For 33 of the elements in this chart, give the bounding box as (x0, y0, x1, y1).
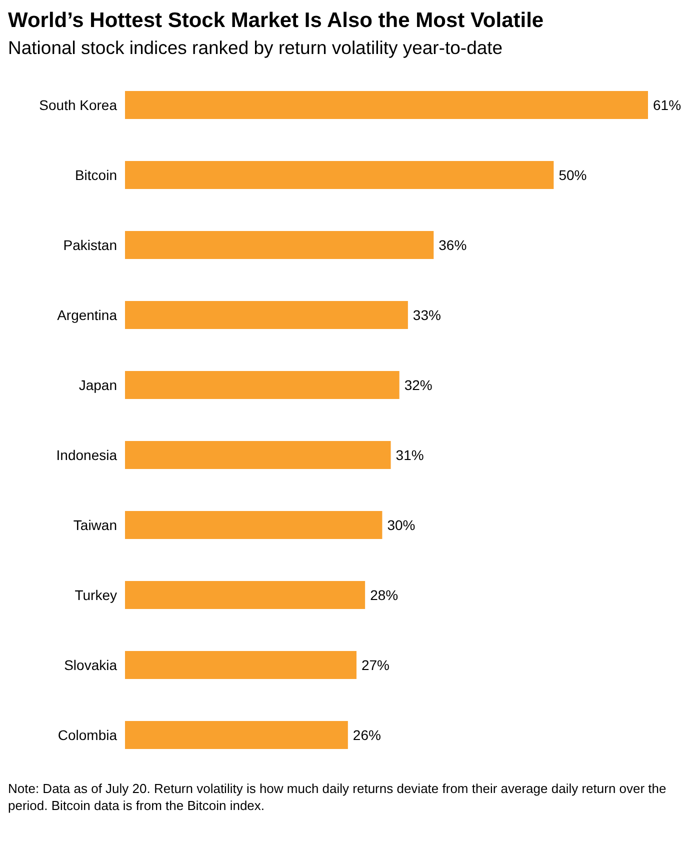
bar (125, 301, 408, 329)
data-label: 28% (370, 586, 398, 603)
y-tick-label: Pakistan (63, 236, 117, 253)
bar (125, 231, 434, 259)
chart-subtitle: National stock indices ranked by return volatility year-to-date (8, 36, 504, 60)
bar (125, 721, 348, 749)
y-tick-label: Bitcoin (74, 166, 117, 183)
y-tick-label: Slovakia (64, 656, 118, 673)
data-label: 26% (352, 726, 381, 743)
text: Note: Data as of July 20. Return volatility is how much daily returns deviate from their average daily return over the period. Bitcoin data is from the Bitcoin index. (8, 780, 668, 814)
data-label: 33% (412, 306, 441, 323)
data-label: 36% (438, 236, 467, 253)
bar (125, 651, 356, 679)
y-tick-label: Turkey (74, 586, 117, 603)
data-label: 32% (404, 376, 432, 393)
y-tick-label: Argentina (57, 306, 118, 323)
y-tick-label: Japan (78, 376, 117, 393)
data-label: 31% (396, 446, 424, 463)
bar (125, 371, 400, 399)
chart-title: World’s Hottest Stock Market Is Also the Most Volatile (8, 8, 545, 34)
data-label: 50% (558, 166, 587, 183)
y-tick-label: South Korea (39, 96, 118, 113)
bar (125, 511, 382, 539)
data-label: 61% (653, 96, 682, 113)
bar (125, 441, 391, 469)
bar (125, 581, 366, 609)
y-tick-label: Colombia (58, 726, 118, 743)
y-tick-label: Indonesia (56, 446, 118, 463)
bar (125, 91, 648, 119)
data-label: 27% (361, 656, 390, 673)
y-tick-label: Taiwan (73, 516, 117, 533)
bar (125, 161, 554, 189)
data-label: 30% (387, 516, 416, 533)
